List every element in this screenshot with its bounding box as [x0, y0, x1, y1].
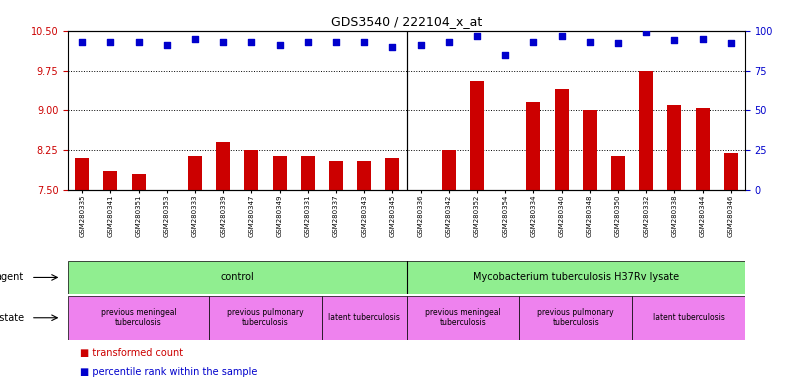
Text: latent tuberculosis: latent tuberculosis	[653, 313, 724, 322]
Bar	[272, 156, 287, 190]
Point	[76, 39, 89, 45]
Bar	[470, 81, 484, 190]
Bar	[583, 111, 597, 190]
Bar	[188, 156, 202, 190]
Point	[273, 42, 286, 48]
Text: agent: agent	[0, 272, 24, 283]
Bar	[209, 296, 322, 340]
Point	[555, 32, 568, 38]
Point	[358, 39, 371, 45]
Point	[132, 39, 145, 45]
Bar	[329, 161, 343, 190]
Point	[160, 42, 173, 48]
Point	[386, 43, 399, 50]
Text: disease state: disease state	[0, 313, 24, 323]
Point	[724, 40, 737, 46]
Point	[696, 36, 709, 42]
Point	[640, 29, 653, 35]
Point	[499, 51, 512, 58]
Bar	[695, 108, 710, 190]
Bar	[103, 172, 118, 190]
Point	[668, 37, 681, 43]
Bar	[244, 150, 259, 190]
Bar	[406, 261, 745, 294]
Bar	[68, 296, 209, 340]
Point	[301, 39, 314, 45]
Bar	[554, 89, 569, 190]
Bar	[131, 174, 146, 190]
Bar	[385, 158, 400, 190]
Bar	[322, 296, 406, 340]
Point	[104, 39, 117, 45]
Point	[414, 42, 427, 48]
Bar	[519, 296, 632, 340]
Point	[442, 39, 455, 45]
Text: ■ transformed count: ■ transformed count	[80, 348, 183, 358]
Bar	[526, 103, 541, 190]
Point	[217, 39, 230, 45]
Text: control: control	[220, 272, 254, 283]
Bar	[300, 156, 315, 190]
Point	[245, 39, 258, 45]
Text: previous pulmonary
tuberculosis: previous pulmonary tuberculosis	[537, 308, 614, 328]
Point	[471, 32, 484, 38]
Text: Mycobacterium tuberculosis H37Rv lysate: Mycobacterium tuberculosis H37Rv lysate	[473, 272, 678, 283]
Text: previous meningeal
tuberculosis: previous meningeal tuberculosis	[101, 308, 176, 328]
Bar	[442, 150, 456, 190]
Text: previous meningeal
tuberculosis: previous meningeal tuberculosis	[425, 308, 501, 328]
Bar	[216, 142, 230, 190]
Bar	[632, 296, 745, 340]
Bar	[639, 71, 654, 190]
Bar	[357, 161, 371, 190]
Bar	[611, 156, 625, 190]
Title: GDS3540 / 222104_x_at: GDS3540 / 222104_x_at	[331, 15, 482, 28]
Text: ■ percentile rank within the sample: ■ percentile rank within the sample	[80, 367, 257, 377]
Bar	[406, 296, 519, 340]
Point	[527, 39, 540, 45]
Bar	[667, 105, 682, 190]
Text: previous pulmonary
tuberculosis: previous pulmonary tuberculosis	[227, 308, 304, 328]
Bar	[724, 153, 738, 190]
Point	[329, 39, 342, 45]
Point	[583, 39, 596, 45]
Text: latent tuberculosis: latent tuberculosis	[328, 313, 400, 322]
Point	[188, 36, 201, 42]
Point	[612, 40, 625, 46]
Bar	[75, 158, 89, 190]
Bar	[68, 261, 406, 294]
